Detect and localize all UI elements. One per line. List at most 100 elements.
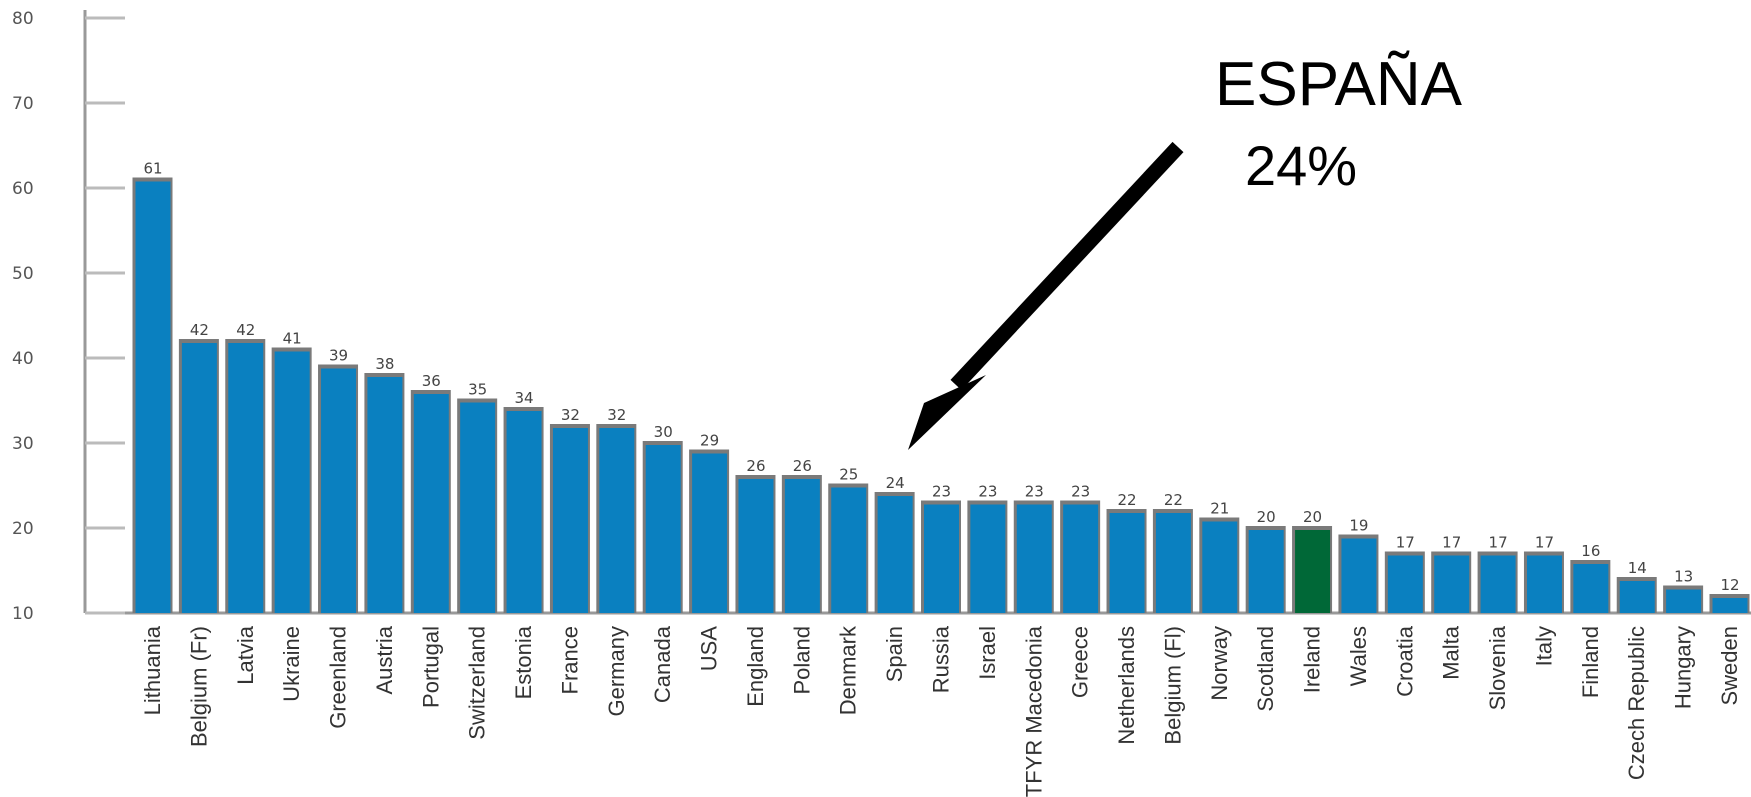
axes: 10 20 30 40 50 60 70 80: [12, 9, 1751, 624]
bar: [1712, 598, 1748, 613]
data-label: 23: [932, 483, 951, 501]
bar: [924, 504, 959, 613]
x-tick-label: Denmark: [836, 625, 861, 715]
data-label: 23: [978, 483, 997, 501]
data-label: 26: [746, 457, 765, 475]
x-tick-label: Austria: [372, 625, 397, 694]
bar: [1480, 555, 1516, 613]
bar: [692, 453, 728, 613]
data-label: 13: [1674, 568, 1693, 586]
x-tick-labels: Lithuania Belgium (Fr) Latvia Ukraine Greenl…: [140, 625, 1742, 797]
data-label: 23: [1025, 483, 1044, 501]
bar: [831, 487, 867, 613]
bar: [181, 343, 217, 613]
data-label: 42: [236, 321, 255, 339]
bar: [552, 428, 588, 613]
data-label: 22: [1117, 491, 1136, 509]
data-label: 36: [422, 372, 441, 390]
y-tick-label: 50: [12, 264, 34, 284]
bar: [645, 445, 681, 613]
x-tick-label: Poland: [789, 626, 814, 695]
y-tick-label: 30: [12, 434, 34, 454]
bar: [1295, 530, 1331, 613]
x-tick-label: Slovenia: [1485, 625, 1510, 710]
x-tick-label: Israel: [975, 626, 1000, 680]
data-label: 29: [700, 432, 719, 450]
x-tick-label: Wales: [1346, 626, 1371, 686]
annotation-value: 24%: [1245, 134, 1357, 197]
bar: [460, 402, 496, 613]
bar: [321, 368, 357, 613]
x-tick-label: Malta: [1439, 625, 1464, 680]
x-tick-label: Russia: [929, 625, 954, 693]
data-label: 19: [1349, 517, 1368, 535]
data-label: 30: [654, 423, 673, 441]
data-label: 32: [561, 406, 580, 424]
x-tick-label: Lithuania: [140, 625, 165, 715]
bar: [738, 479, 774, 613]
bar: [367, 377, 403, 613]
data-labels: 61 42 42 41 39 38 36 35 34 32 32 30 29 26 26 25 24 23 23 23…: [143, 160, 1739, 595]
y-tick-label: 80: [12, 9, 34, 29]
data-label: 16: [1581, 542, 1600, 560]
x-tick-label: Greece: [1068, 626, 1093, 698]
data-label: 22: [1164, 491, 1183, 509]
bar: [1341, 538, 1377, 613]
data-label: 17: [1442, 534, 1461, 552]
data-label: 12: [1720, 576, 1739, 594]
bar: [1619, 581, 1655, 613]
bar: [1016, 504, 1052, 613]
y-tick-label: 60: [12, 179, 34, 199]
bars: [132, 177, 1750, 613]
bar: [274, 351, 310, 613]
bar: [506, 411, 542, 613]
x-tick-label: Norway: [1207, 626, 1232, 701]
bar: [1573, 564, 1609, 613]
x-tick-label: Czech Republic: [1624, 626, 1649, 780]
bar: [228, 343, 264, 613]
data-label: 17: [1396, 534, 1415, 552]
x-tick-label: Ukraine: [279, 626, 304, 702]
data-label: 21: [1210, 500, 1229, 518]
y-tick-label: 10: [12, 604, 34, 624]
data-label: 20: [1257, 508, 1276, 526]
annotation-title: ESPAÑA: [1215, 50, 1463, 119]
bar: [1202, 521, 1238, 613]
x-tick-label: Belgium (Fr): [186, 626, 211, 747]
bar: [1434, 555, 1470, 613]
bar: [784, 479, 820, 613]
data-label: 26: [793, 457, 812, 475]
bar: [135, 181, 171, 613]
bar: [1526, 555, 1562, 613]
x-tick-label: TFYR Macedonia: [1021, 625, 1046, 797]
annotation-arrowhead: [908, 375, 986, 450]
bar: [1063, 504, 1099, 613]
bar: [1155, 513, 1191, 613]
x-tick-label: Greenland: [326, 626, 351, 729]
data-label: 38: [375, 355, 394, 373]
x-tick-label: Finland: [1578, 626, 1603, 698]
x-tick-label: Belgium (Fl): [1160, 626, 1185, 745]
y-tick-label: 20: [12, 519, 34, 539]
bar: [877, 496, 913, 613]
x-tick-label: Hungary: [1671, 626, 1696, 709]
x-tick-label: Netherlands: [1114, 626, 1139, 745]
bar: [1666, 589, 1702, 613]
x-tick-label: Scotland: [1253, 626, 1278, 712]
data-label: 35: [468, 381, 487, 399]
x-tick-label: France: [557, 626, 582, 694]
data-label: 17: [1535, 534, 1554, 552]
x-tick-label: England: [743, 626, 768, 707]
data-label: 17: [1489, 534, 1508, 552]
x-tick-label: Croatia: [1392, 625, 1417, 697]
x-tick-label: Ireland: [1300, 626, 1325, 693]
bar: [970, 504, 1006, 613]
y-tick-label: 70: [12, 94, 34, 114]
bar: [599, 428, 635, 613]
y-tick-label: 40: [12, 349, 34, 369]
data-label: 41: [283, 330, 302, 348]
data-label: 42: [190, 321, 209, 339]
data-label: 24: [886, 474, 905, 492]
annotation-arrow-shaft: [950, 141, 1184, 391]
